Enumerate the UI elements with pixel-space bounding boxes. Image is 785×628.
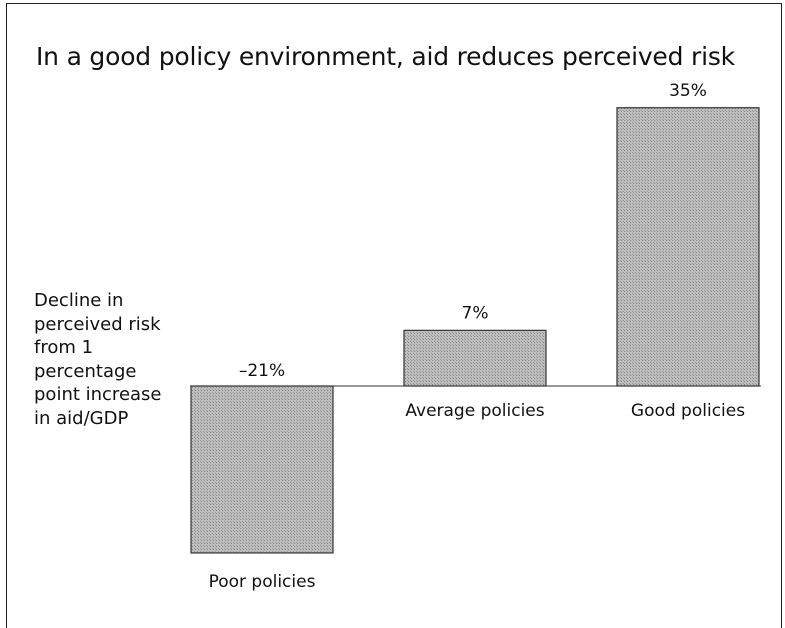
value-label-average-policies: 7% xyxy=(462,303,489,323)
labels-layer: –21% Poor policies 7% Average policies 35% Go… xyxy=(209,81,746,592)
category-label-average-policies: Average policies xyxy=(405,401,544,421)
value-label-poor-policies: –21% xyxy=(239,361,285,381)
value-label-good-policies: 35% xyxy=(669,81,707,101)
chart-title: In a good policy environment, aid reduce… xyxy=(36,42,735,71)
chart-frame xyxy=(6,3,782,628)
bar-average-policies xyxy=(403,329,547,387)
bar-good-policies xyxy=(616,107,760,387)
y-axis-label: Decline in perceived risk from 1 percent… xyxy=(34,290,162,429)
bar-poor-policies xyxy=(190,385,334,554)
bars-layer xyxy=(190,107,760,554)
category-label-good-policies: Good policies xyxy=(631,401,745,421)
category-label-poor-policies: Poor policies xyxy=(209,572,316,592)
